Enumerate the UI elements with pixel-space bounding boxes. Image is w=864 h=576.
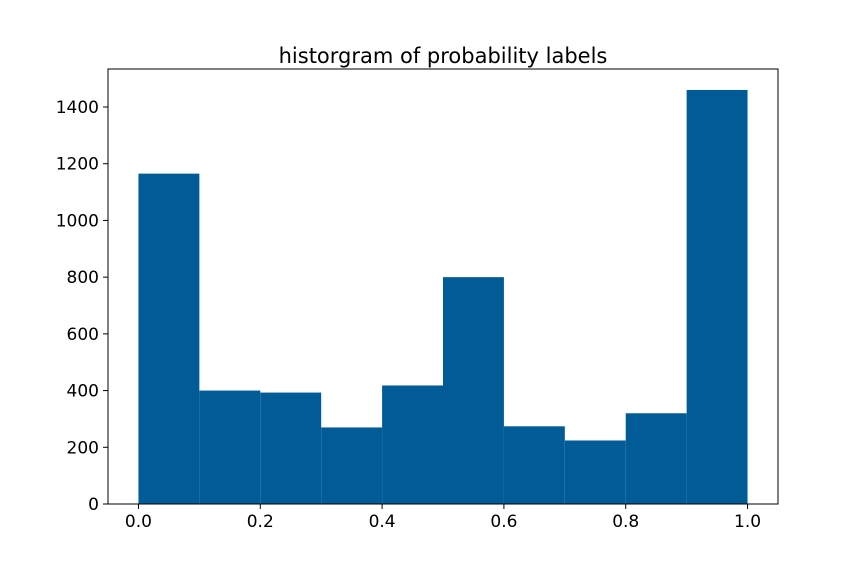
x-tick-label: 0.4 [369, 512, 396, 532]
y-tick-label: 1200 [56, 155, 99, 175]
y-tick-label: 0 [88, 495, 99, 515]
histogram-bar [321, 427, 383, 504]
histogram-bar [443, 277, 504, 504]
histogram-bar [564, 440, 626, 504]
x-tick-label: 0.8 [612, 512, 639, 532]
histogram-bar [199, 390, 261, 504]
histogram-bar [138, 173, 200, 505]
histogram-bar [382, 385, 443, 504]
x-tick-label: 0.2 [247, 512, 274, 532]
histogram-bar [625, 413, 687, 504]
histogram-bar [686, 89, 748, 505]
y-tick-label: 1000 [56, 211, 99, 231]
y-tick-label: 200 [67, 438, 99, 458]
y-tick-label: 400 [67, 382, 99, 402]
bars-group [138, 89, 748, 505]
chart-title: historgram of probability labels [279, 44, 608, 68]
x-tick-label: 0.6 [490, 512, 517, 532]
x-tick-label: 0.0 [125, 512, 152, 532]
histogram-bar [503, 426, 565, 504]
x-axis: 0.0 0.2 0.4 0.6 0.8 1.0 [125, 504, 761, 532]
y-tick-label: 1400 [56, 98, 99, 118]
x-tick-label: 1.0 [734, 512, 761, 532]
plot-frame [107, 68, 779, 505]
y-axis: 0 200 400 600 800 1000 1200 1400 [56, 98, 108, 515]
y-tick-label: 600 [67, 325, 99, 345]
y-tick-label: 800 [67, 268, 99, 288]
histogram-bar [260, 392, 322, 504]
